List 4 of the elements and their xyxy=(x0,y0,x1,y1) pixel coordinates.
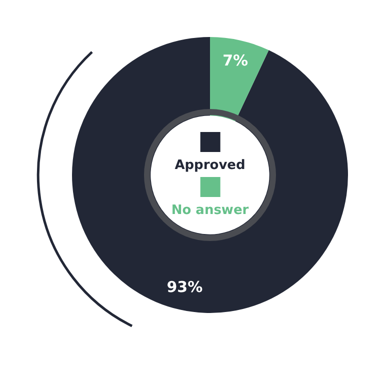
legend-label: No answer xyxy=(171,203,249,218)
data-label: 93% xyxy=(166,278,203,296)
legend-label: Approved xyxy=(174,158,246,173)
data-label: 7% xyxy=(222,52,248,70)
